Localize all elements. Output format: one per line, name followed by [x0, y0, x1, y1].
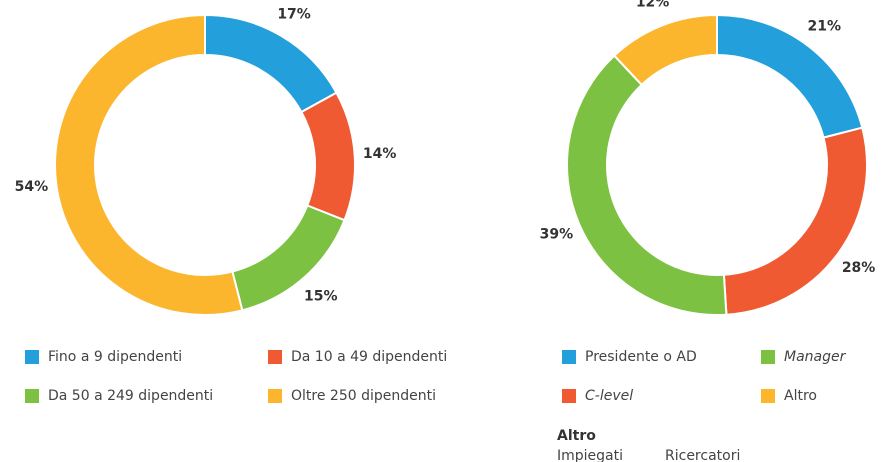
value-label: 12%: [636, 0, 670, 10]
value-label: 15%: [304, 288, 338, 304]
slice: [54, 13, 244, 316]
legend-label: Da 10 a 49 dipendenti: [291, 349, 447, 365]
slice: [204, 13, 338, 114]
value-label: 39%: [540, 227, 574, 243]
slice: [300, 91, 356, 222]
legend-swatch: [25, 389, 39, 403]
note-item: Impiegati: [557, 448, 623, 462]
value-label: 54%: [15, 179, 49, 195]
legend-label: Altro: [784, 388, 817, 404]
legend-swatch: [761, 389, 775, 403]
legend-label: Fino a 9 dipendenti: [48, 349, 182, 365]
legend-label: Oltre 250 dipendenti: [291, 388, 436, 404]
legend-swatch: [562, 389, 576, 403]
slice: [722, 126, 868, 316]
legend-swatch: [25, 350, 39, 364]
slice: [566, 54, 728, 316]
legend-label: Da 50 a 249 dipendenti: [48, 388, 213, 404]
legend-swatch: [761, 350, 775, 364]
value-label: 14%: [363, 146, 397, 162]
value-label: 28%: [842, 260, 876, 276]
slice: [612, 13, 718, 87]
legend-swatch: [268, 350, 282, 364]
legend-swatch: [562, 350, 576, 364]
note-title: Altro: [557, 428, 596, 444]
legend-label: C-level: [585, 388, 633, 404]
value-label: 21%: [808, 19, 842, 35]
legend-label: Presidente o AD: [585, 349, 697, 365]
legend-swatch: [268, 389, 282, 403]
legend-label: Manager: [784, 349, 847, 365]
note-item: Ricercatori: [665, 448, 740, 462]
value-label: 17%: [277, 6, 311, 22]
